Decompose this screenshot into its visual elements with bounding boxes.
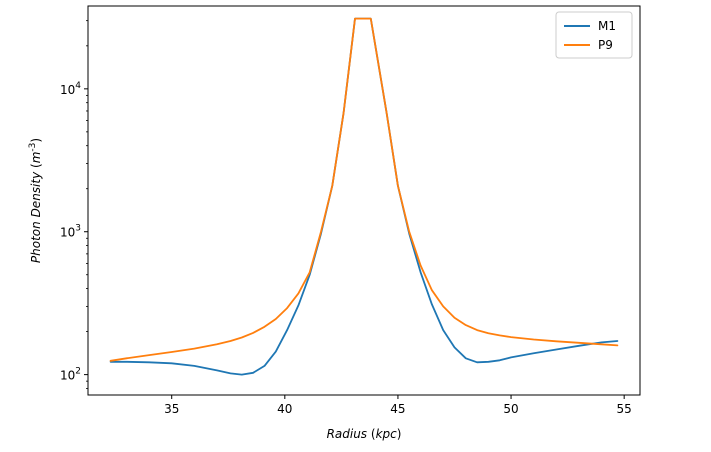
y-axis-ticks: 102 103 104 <box>60 20 88 389</box>
x-tick-label: 50 <box>503 402 518 416</box>
x-axis-ticks: 35 40 45 50 55 <box>164 395 632 416</box>
y-tick-label: 102 <box>60 367 81 383</box>
series-line-p9 <box>109 17 619 362</box>
plot-frame <box>87 5 641 396</box>
y-tick-label: 103 <box>60 224 81 240</box>
x-tick-label: 55 <box>617 402 632 416</box>
x-tick-label: 45 <box>390 402 405 416</box>
legend-label: M1 <box>598 19 616 33</box>
x-tick-label: 35 <box>164 402 179 416</box>
legend-box <box>555 11 633 59</box>
plot-series <box>109 17 619 376</box>
x-axis-label: Radius (kpc) <box>327 427 402 441</box>
legend-label: P9 <box>598 38 613 52</box>
y-axis-label: Photon Density (m-3) <box>28 138 43 263</box>
y-tick-label: 104 <box>60 81 81 97</box>
x-tick-label: 40 <box>277 402 292 416</box>
